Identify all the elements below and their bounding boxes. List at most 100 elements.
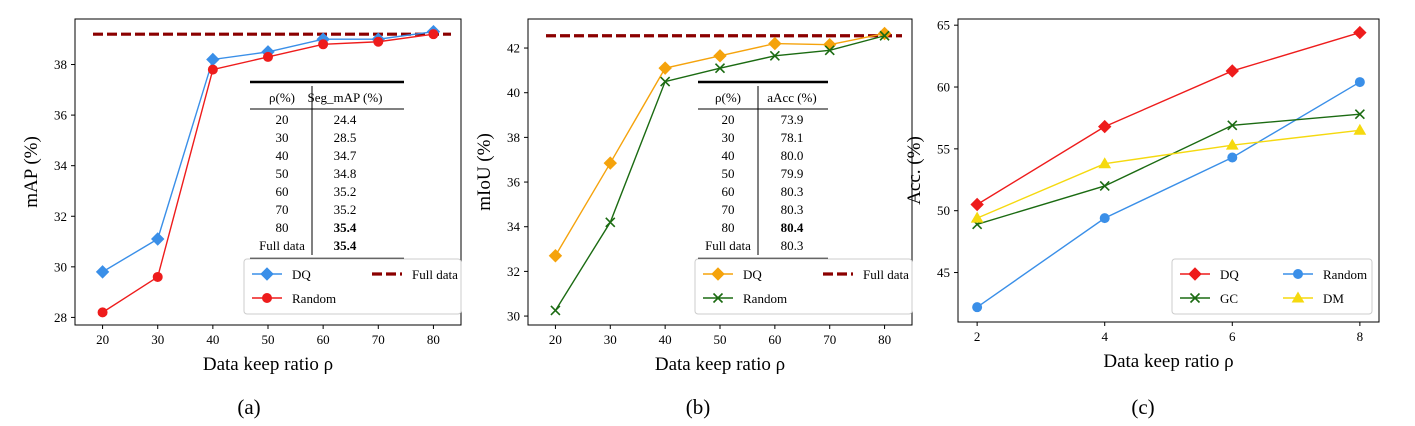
table-cell: 34.7 [334, 148, 357, 163]
y-tick-label: 60 [937, 80, 950, 95]
y-axis-label: mAP (%) [21, 136, 42, 208]
legend-entry-full-data: Full data [372, 267, 458, 282]
table-cell: 70 [722, 202, 735, 217]
legend-label: DQ [292, 267, 311, 282]
table-cell: 35.2 [334, 202, 357, 217]
legend-swatch-marker [1293, 269, 1303, 279]
table-cell: 80.3 [781, 202, 804, 217]
x-tick-label: 60 [317, 332, 330, 347]
data-point [1227, 152, 1238, 163]
legend: DQ Full data Random [243, 258, 462, 315]
y-tick-label: 32 [507, 264, 520, 279]
x-tick-label: 30 [151, 332, 164, 347]
data-point [207, 64, 218, 75]
legend-entry-random: Random [703, 291, 787, 306]
legend: DQ Full data Random [694, 258, 913, 315]
table-cell: 30 [276, 130, 289, 145]
data-point [824, 45, 835, 56]
y-tick-label: 34 [54, 158, 68, 173]
legend-label: Random [743, 291, 787, 306]
subfigure-caption: (c) [1131, 395, 1154, 419]
table-cell: 30 [722, 130, 735, 145]
table-background [692, 80, 834, 261]
table-cell: Full data [259, 238, 305, 253]
table-cell: 34.8 [334, 166, 357, 181]
table-cell: 80.4 [781, 220, 804, 235]
table-cell: 60 [276, 184, 289, 199]
legend-frame [1171, 258, 1373, 315]
legend-entry-dq: DQ [1180, 267, 1239, 282]
x-tick-label: 70 [823, 332, 836, 347]
legend-swatch-marker [262, 293, 272, 303]
chart-panel-3: 2 4 6 8 45 50 55 60 65 Data keep ratio ρ Acc. (%) (… [904, 18, 1380, 419]
x-tick-label: 6 [1229, 329, 1236, 344]
x-tick-label: 20 [549, 332, 562, 347]
table-cell: 28.5 [334, 130, 357, 145]
table-header: ρ(%) [715, 90, 741, 105]
data-point [658, 61, 672, 75]
data-point [714, 63, 726, 74]
x-tick-label: 40 [659, 332, 672, 347]
legend: DQ Random GC DM [1171, 258, 1373, 315]
legend-label: Random [292, 291, 336, 306]
table-cell: 35.2 [334, 184, 357, 199]
series-line [976, 129, 1360, 219]
table-header: Seg_mAP (%) [308, 90, 383, 105]
table-cell: 20 [276, 112, 289, 127]
data-point [1225, 138, 1239, 150]
y-tick-label: 65 [937, 18, 950, 33]
data-point [713, 49, 727, 63]
data-point [95, 265, 110, 279]
x-tick-label: 40 [206, 332, 219, 347]
table-cell: 60 [722, 184, 735, 199]
table-cell: 78.1 [781, 130, 804, 145]
legend-swatch-marker [1291, 291, 1305, 303]
data-point [769, 50, 780, 61]
x-tick-label: 80 [427, 332, 440, 347]
table-cell: Full data [705, 238, 751, 253]
series-random [550, 30, 890, 316]
legend-entry-dm: DM [1283, 291, 1344, 306]
y-tick-label: 55 [937, 141, 950, 156]
axes-frame [957, 18, 1380, 323]
y-tick-label: 36 [507, 175, 521, 190]
x-tick-label: 20 [96, 332, 109, 347]
data-point [972, 302, 983, 313]
data-point [318, 39, 329, 50]
legend-entry-random: Random [252, 291, 336, 306]
x-tick-label: 4 [1101, 329, 1108, 344]
data-point [97, 307, 108, 318]
chart-panel-2: 20 30 40 50 60 70 80 30 32 34 36 38 40 42 Data keep ra… [474, 18, 913, 419]
series-gc [972, 109, 1365, 230]
table-cell: 73.9 [781, 112, 804, 127]
x-tick-label: 70 [372, 332, 385, 347]
series-dm [970, 123, 1367, 223]
legend-entry-dq: DQ [252, 267, 311, 282]
y-tick-label: 45 [937, 265, 950, 280]
data-point [428, 29, 439, 40]
data-point [1227, 120, 1238, 131]
x-axis-label: Data keep ratio ρ [203, 354, 333, 375]
table-cell: 80 [276, 220, 289, 235]
inset-table: ρ(%) Seg_mAP (%) 20 24.4 30 28.5 40 34.7 50 34.8 6… [244, 80, 410, 261]
data-point [1099, 213, 1110, 224]
table-background [244, 80, 410, 261]
table-cell: 80.3 [781, 238, 804, 253]
data-point [877, 26, 892, 41]
table-header: ρ(%) [269, 90, 295, 105]
data-point [151, 232, 165, 246]
series-random [97, 29, 439, 318]
table-cell: 35.4 [334, 238, 357, 253]
y-tick-label: 38 [507, 130, 520, 145]
table-cell: 40 [276, 148, 289, 163]
legend-label: GC [1220, 291, 1238, 306]
table-cell: 35.4 [334, 220, 357, 235]
y-axis-label: mIoU (%) [474, 133, 495, 211]
legend-entry-dq: DQ [703, 267, 762, 282]
table-cell: 80 [722, 220, 735, 235]
y-tick-label: 38 [54, 57, 67, 72]
y-tick-label: 28 [54, 310, 67, 325]
data-point [1099, 180, 1110, 192]
data-point [548, 249, 563, 263]
data-point [1353, 25, 1367, 40]
